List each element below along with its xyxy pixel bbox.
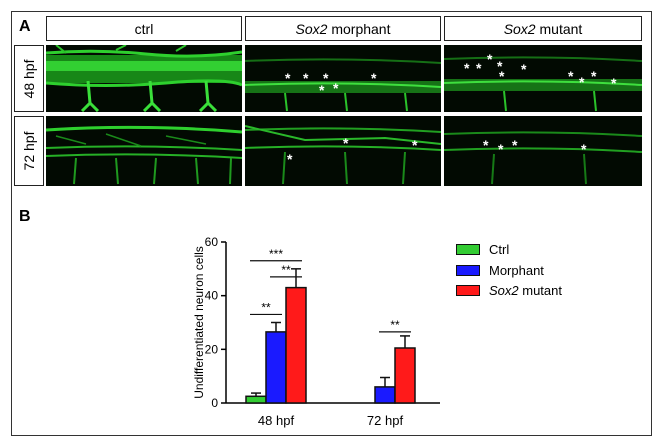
- legend-label-mutant: Sox2 mutant: [489, 283, 562, 298]
- asterisk-marker: *: [285, 70, 291, 86]
- asterisk-marker: *: [287, 151, 293, 167]
- micrograph-mutant-72hpf: * * * *: [444, 116, 642, 186]
- asterisk-marker: *: [579, 74, 585, 90]
- row-header-48hpf: 48 hpf: [14, 45, 44, 112]
- asterisk-marker: *: [476, 60, 482, 76]
- asterisk-marker: *: [611, 75, 617, 91]
- column-header-ctrl: ctrl: [46, 16, 242, 41]
- asterisk-marker: *: [483, 137, 489, 153]
- panel-a-letter: A: [19, 18, 31, 35]
- asterisk-marker: *: [487, 51, 493, 67]
- column-header-mutant: Sox2 mutant: [444, 16, 642, 41]
- row-header-72hpf: 72 hpf: [14, 116, 44, 186]
- column-header-label: morphant: [327, 20, 391, 37]
- micrograph-morphant-72hpf: * * *: [245, 116, 441, 186]
- legend-swatch-morphant: [456, 265, 480, 276]
- asterisk-marker: *: [498, 141, 504, 157]
- asterisk-marker: *: [323, 70, 329, 86]
- asterisk-marker: *: [568, 68, 574, 84]
- figure-frame: [11, 11, 652, 436]
- legend-swatch-mutant: [456, 285, 480, 296]
- panel-b-letter: B: [19, 208, 31, 225]
- asterisk-marker: *: [521, 61, 527, 77]
- micrograph-mutant-48hpf: * * * * * * * * * *: [444, 45, 642, 112]
- column-header-label: ctrl: [134, 20, 154, 37]
- asterisk-marker: *: [319, 82, 325, 98]
- row-header-label: 48 hpf: [21, 59, 37, 98]
- asterisk-marker: *: [371, 70, 377, 86]
- micrograph-ctrl-72hpf: [46, 116, 242, 186]
- row-header-label: 72 hpf: [21, 131, 37, 171]
- asterisk-marker: *: [333, 80, 339, 96]
- asterisk-marker: *: [512, 137, 518, 153]
- legend-swatch-ctrl: [456, 244, 480, 255]
- legend-text: Morphant: [489, 263, 544, 278]
- asterisk-marker: *: [497, 58, 503, 74]
- column-header-italic: Sox2: [295, 20, 328, 37]
- micrograph-morphant-48hpf: * * * * * *: [245, 45, 441, 112]
- asterisk-marker: *: [303, 70, 309, 86]
- asterisk-marker: *: [343, 135, 349, 151]
- legend-text: mutant: [518, 283, 562, 298]
- asterisk-marker: *: [499, 68, 505, 84]
- column-header-italic: Sox2: [503, 20, 536, 37]
- legend-label-ctrl: Ctrl: [489, 242, 509, 257]
- asterisk-marker: *: [412, 137, 418, 153]
- column-header-label: mutant: [535, 20, 583, 37]
- legend-label-morphant: Morphant: [489, 263, 544, 278]
- asterisk-marker: *: [581, 141, 587, 157]
- column-header-morphant: Sox2 morphant: [245, 16, 441, 41]
- legend-italic: Sox2: [489, 283, 519, 298]
- micrograph-ctrl-48hpf: [46, 45, 242, 112]
- asterisk-marker: *: [464, 60, 470, 76]
- asterisk-marker: *: [591, 68, 597, 84]
- legend-text: Ctrl: [489, 242, 510, 257]
